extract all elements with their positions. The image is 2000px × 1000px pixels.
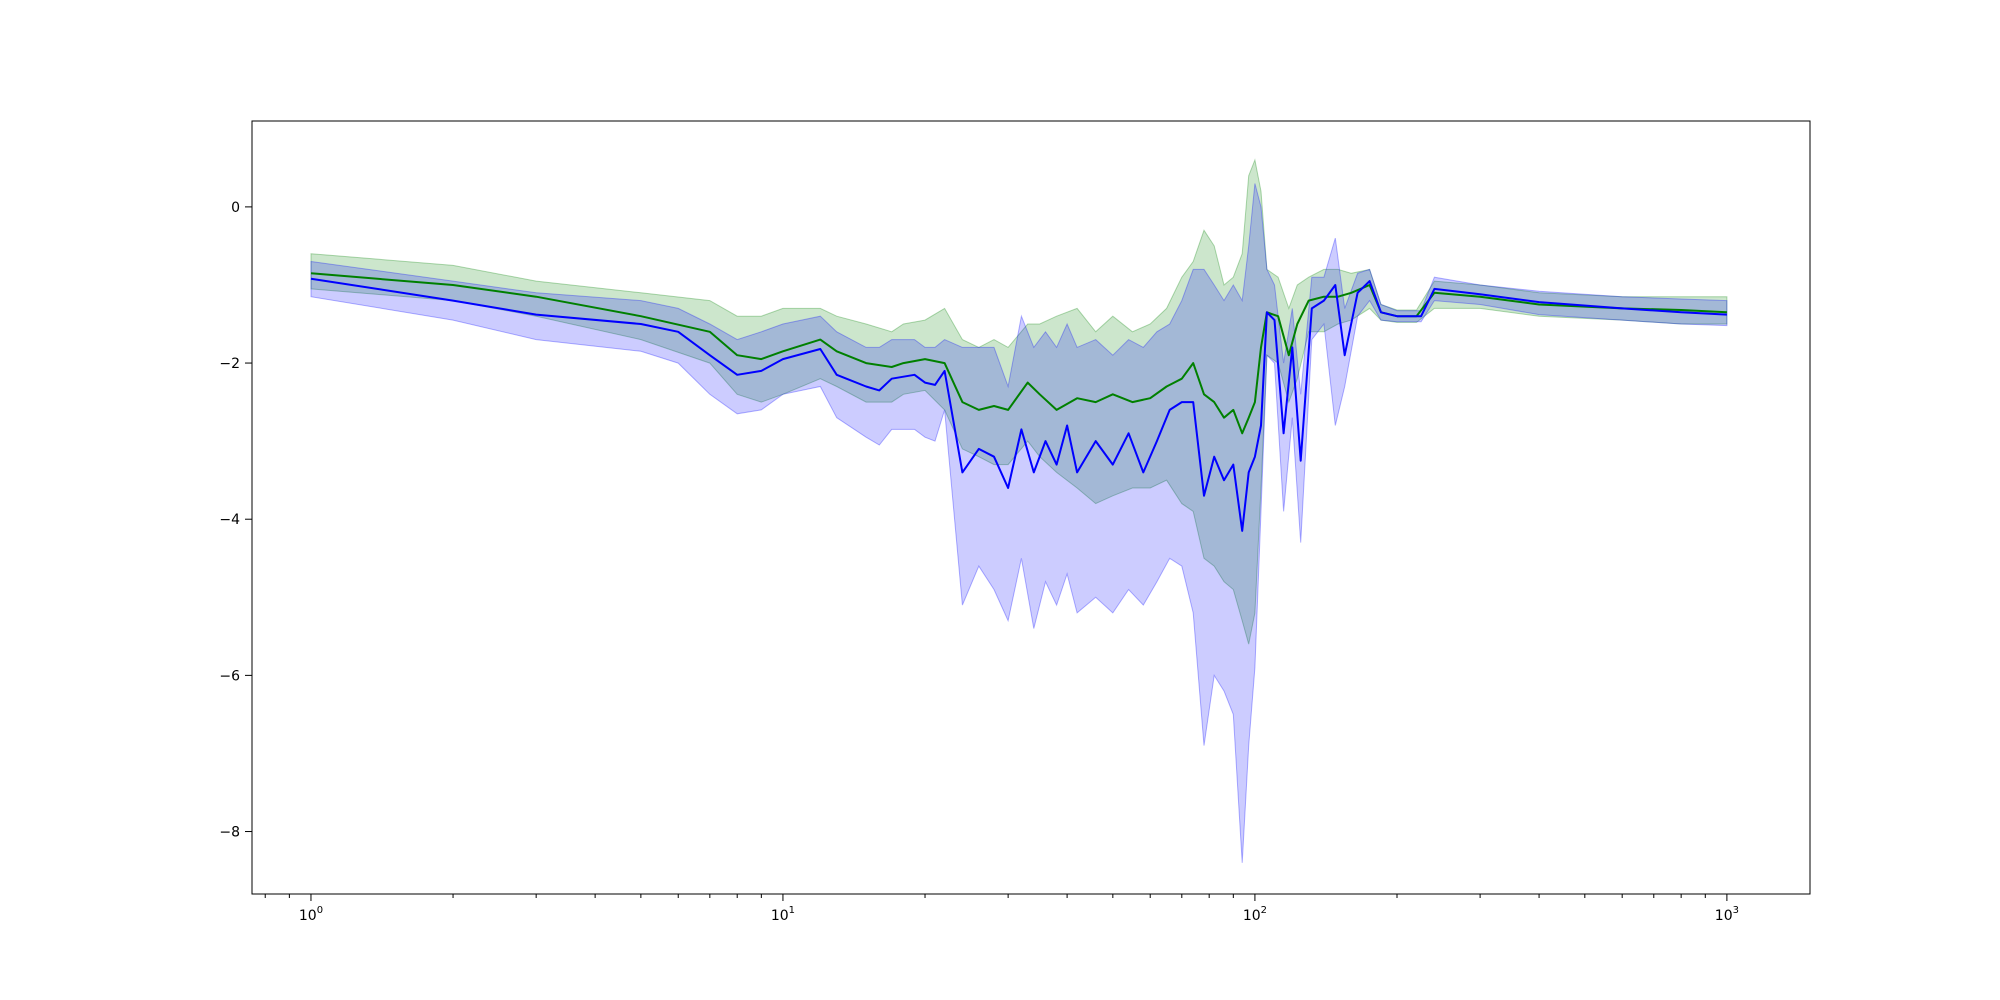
confidence-bands [310, 158, 1728, 863]
series-1-band [310, 158, 1728, 645]
y-tick-label: 0 [231, 200, 240, 216]
x-tick-label: 100 [299, 905, 323, 924]
y-tick-label: −8 [219, 825, 240, 841]
axes-frame [251, 120, 1811, 895]
series-2-line [310, 277, 1727, 532]
series-lines [310, 272, 1727, 532]
x-tick-label: 102 [1243, 905, 1267, 924]
series-2-band [310, 183, 1728, 863]
y-tick-label: −4 [219, 512, 240, 528]
y-tick-label: −6 [219, 668, 240, 684]
x-axis: 100 101 102 103 [264, 894, 1739, 924]
series-1-line [310, 272, 1727, 435]
x-tick-label: 103 [1715, 905, 1739, 924]
y-axis: 0 −2 −4 −6 −8 [219, 200, 252, 841]
x-tick-label: 101 [771, 905, 795, 924]
y-tick-label: −2 [219, 356, 240, 372]
